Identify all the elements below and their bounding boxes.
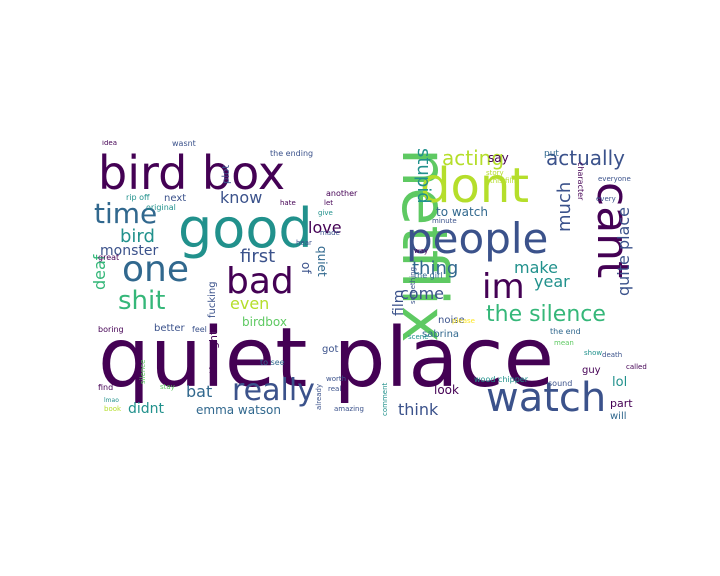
word: of (299, 262, 313, 274)
word: lmao (104, 397, 119, 404)
word: come (400, 284, 445, 303)
word: much (554, 181, 575, 232)
word: know (220, 188, 263, 207)
word: quite place (614, 207, 633, 296)
word: original (146, 203, 176, 212)
word: shit (118, 286, 166, 316)
word: quiet (315, 246, 329, 277)
word: to see (260, 358, 285, 367)
word: say (488, 151, 509, 165)
word: one (122, 249, 189, 290)
word: show (584, 349, 603, 357)
word: good (178, 197, 313, 260)
word: scene (408, 333, 429, 341)
word: time (94, 197, 158, 230)
word: acting (442, 146, 505, 170)
word: feel (192, 325, 207, 334)
word: comment (381, 382, 389, 416)
word: please (452, 317, 475, 325)
word: first (240, 246, 276, 267)
word: sound (548, 379, 573, 388)
word: noise (438, 315, 465, 326)
word: already (315, 383, 323, 410)
word: stupid (413, 148, 434, 204)
word: will (610, 411, 627, 422)
word: actually (546, 146, 625, 170)
word: minute (432, 217, 457, 225)
word: got (322, 344, 339, 355)
word: fucking (207, 281, 218, 318)
word: monster (100, 243, 159, 259)
word: let (324, 199, 333, 207)
word: silence (139, 359, 147, 384)
word-cloud: quiet place netflix bird box good dont p… (90, 140, 650, 440)
word: think (398, 400, 439, 419)
word: make (514, 258, 558, 277)
word: boring (98, 325, 124, 334)
word: bird (120, 226, 155, 247)
word: better (154, 323, 185, 334)
word: thought (207, 330, 220, 374)
word: put (544, 149, 559, 159)
word: bird box (98, 146, 286, 200)
word: birdbox (242, 315, 287, 329)
word: look (434, 383, 459, 397)
word: great (98, 253, 120, 262)
word: every (596, 195, 616, 203)
word: worth (326, 375, 347, 383)
word: the silence (486, 302, 606, 327)
word: wasnt (172, 140, 196, 148)
word: sabrina (422, 329, 460, 340)
word: called (626, 363, 647, 371)
word: plot (221, 164, 232, 184)
word: death (602, 351, 623, 359)
word: watch (486, 375, 607, 421)
word: the girl (414, 271, 443, 280)
word: bat (186, 382, 213, 401)
word: mean (554, 339, 574, 347)
word: year (534, 272, 570, 291)
word: dont (420, 158, 530, 214)
word: the end (550, 327, 581, 336)
word: love (308, 218, 342, 237)
word: rip off (126, 193, 150, 202)
word: im (482, 267, 525, 307)
word: way (414, 247, 429, 255)
word: everyone (598, 175, 631, 183)
word: find (98, 383, 114, 392)
word: wood chipper (474, 375, 529, 384)
word: thing (412, 258, 459, 279)
word: bad (226, 261, 294, 302)
word: lol (612, 375, 628, 390)
word: story (486, 169, 504, 177)
word: to watch (436, 205, 488, 219)
word: didnt (128, 401, 165, 417)
word: another (326, 189, 358, 198)
word: idea (102, 140, 117, 147)
word: stay (160, 383, 175, 391)
word: real (328, 385, 342, 393)
word: people (406, 214, 549, 263)
word: really (232, 373, 315, 408)
word: emma watson (196, 403, 282, 417)
word: amazing (334, 405, 364, 413)
word: the ending (270, 149, 314, 158)
word: hate (280, 199, 296, 207)
word: character (576, 162, 585, 201)
word: book (104, 405, 122, 413)
word: even (230, 294, 270, 313)
word: next (164, 193, 187, 204)
word: guy (582, 365, 601, 376)
word: film (391, 289, 407, 316)
word: quiet place (98, 311, 555, 406)
word: give (318, 209, 333, 217)
word: this film (490, 177, 519, 185)
word: part (610, 397, 633, 410)
word: made (320, 229, 340, 237)
word: hear (296, 239, 312, 247)
